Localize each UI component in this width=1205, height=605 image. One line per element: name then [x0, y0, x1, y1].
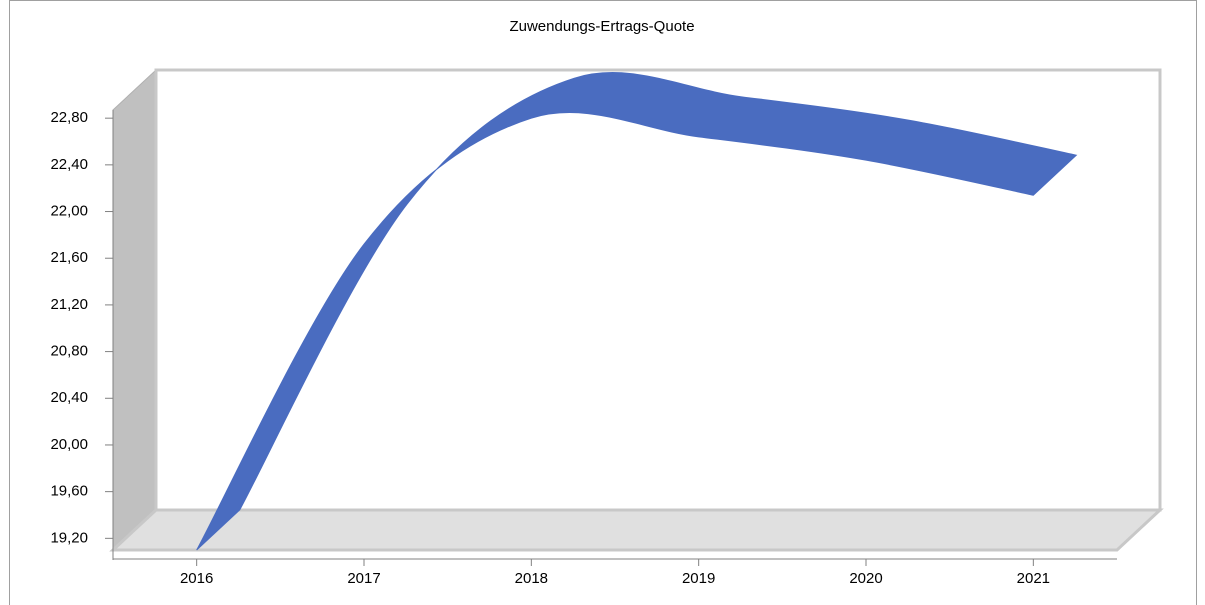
chart-title: Zuwendungs-Ertrags-Quote: [509, 18, 694, 35]
left-wall: [112, 68, 157, 552]
y-tick-label: 20,80: [50, 343, 88, 360]
y-tick-label: 21,60: [50, 249, 88, 266]
y-tick-label: 22,00: [50, 203, 88, 220]
x-tick-label: 2019: [682, 570, 715, 587]
y-tick-label: 19,20: [50, 529, 88, 546]
x-tick-label: 2021: [1017, 570, 1050, 587]
y-tick-label: 22,80: [50, 109, 88, 126]
y-tick-label: 22,40: [50, 156, 88, 173]
y-tick-label: 20,00: [50, 436, 88, 453]
x-tick-label: 2020: [849, 570, 882, 587]
ribbon: [196, 72, 1078, 551]
x-tick-label: 2017: [347, 570, 380, 587]
y-tick-label: 20,40: [50, 389, 88, 406]
x-tick-label: 2018: [515, 570, 548, 587]
back-wall: [154, 68, 1162, 512]
y-tick-label: 19,60: [50, 483, 88, 500]
floor: [109, 508, 1164, 552]
x-tick-label: 2016: [180, 570, 213, 587]
y-tick-label: 21,20: [50, 296, 88, 313]
